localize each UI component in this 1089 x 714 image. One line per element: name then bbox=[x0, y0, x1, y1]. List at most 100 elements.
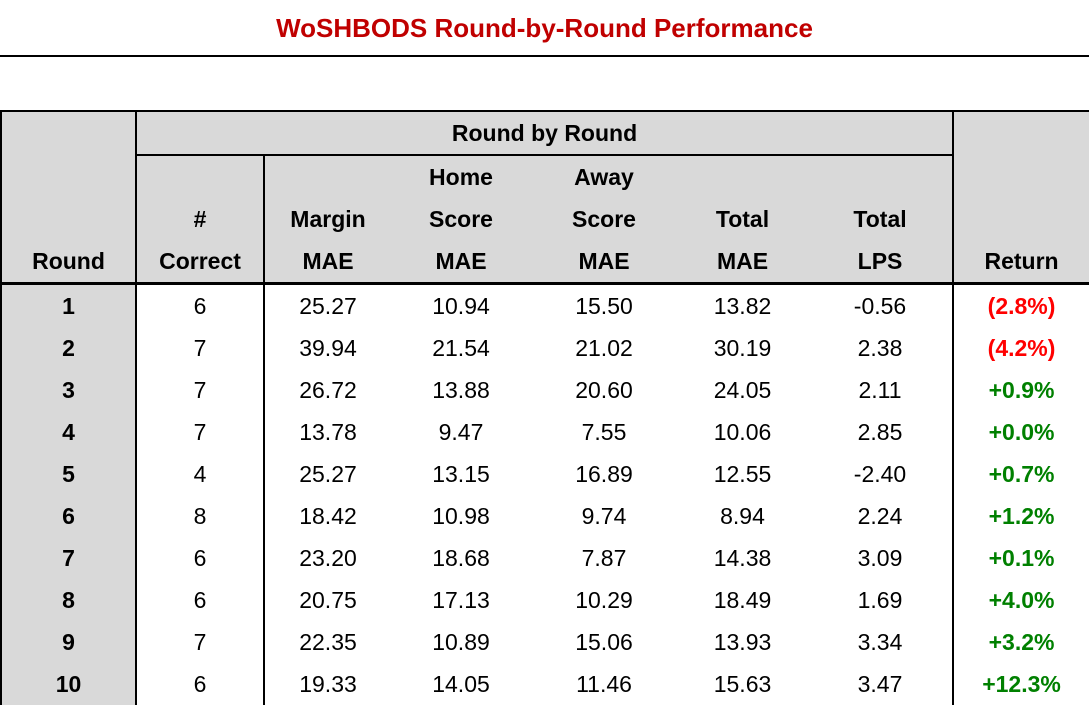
cell-return: +0.9% bbox=[952, 369, 1089, 411]
cell-return: +0.7% bbox=[952, 453, 1089, 495]
cell-total-mae: 30.19 bbox=[677, 327, 808, 369]
cell-away-score-mae: 15.50 bbox=[531, 283, 677, 327]
column-header-total-lps: Total LPS bbox=[808, 155, 954, 285]
cell-return: +12.3% bbox=[952, 663, 1089, 705]
cell-total-lps: 2.24 bbox=[808, 495, 954, 537]
cell-total-lps: 2.11 bbox=[808, 369, 954, 411]
cell-total-lps: 3.09 bbox=[808, 537, 954, 579]
table-row: 2 7 39.94 21.54 21.02 30.19 2.38 (4.2%) bbox=[1, 327, 1089, 369]
column-header-row: # Correct Margin MAE Home Score MAE Away… bbox=[1, 155, 1089, 285]
cell-correct: 4 bbox=[136, 453, 265, 495]
column-header-total-mae: Total MAE bbox=[677, 155, 808, 285]
table-row: 1 6 25.27 10.94 15.50 13.82 -0.56 (2.8%) bbox=[1, 283, 1089, 327]
cell-round: 6 bbox=[1, 495, 137, 537]
column-header-home-score-mae: Home Score MAE bbox=[391, 155, 531, 285]
cell-round: 7 bbox=[1, 537, 137, 579]
cell-round: 2 bbox=[1, 327, 137, 369]
cell-margin-mae: 18.42 bbox=[264, 495, 391, 537]
cell-away-score-mae: 11.46 bbox=[531, 663, 677, 705]
table-row: 7 6 23.20 18.68 7.87 14.38 3.09 +0.1% bbox=[1, 537, 1089, 579]
cell-margin-mae: 25.27 bbox=[264, 283, 391, 327]
cell-home-score-mae: 14.05 bbox=[391, 663, 531, 705]
table-row: 9 7 22.35 10.89 15.06 13.93 3.34 +3.2% bbox=[1, 621, 1089, 663]
cell-round: 8 bbox=[1, 579, 137, 621]
cell-margin-mae: 39.94 bbox=[264, 327, 391, 369]
cell-home-score-mae: 17.13 bbox=[391, 579, 531, 621]
column-header-round: Round bbox=[1, 111, 137, 285]
cell-total-mae: 14.38 bbox=[677, 537, 808, 579]
cell-correct: 6 bbox=[136, 537, 265, 579]
cell-total-mae: 13.82 bbox=[677, 283, 808, 327]
cell-round: 10 bbox=[1, 663, 137, 705]
cell-margin-mae: 13.78 bbox=[264, 411, 391, 453]
cell-total-lps: 3.47 bbox=[808, 663, 954, 705]
cell-total-lps: -0.56 bbox=[808, 283, 954, 327]
cell-total-mae: 8.94 bbox=[677, 495, 808, 537]
cell-return: (2.8%) bbox=[952, 283, 1089, 327]
cell-total-lps: 1.69 bbox=[808, 579, 954, 621]
cell-total-lps: 3.34 bbox=[808, 621, 954, 663]
cell-round: 1 bbox=[1, 283, 137, 327]
cell-away-score-mae: 10.29 bbox=[531, 579, 677, 621]
table-row: 4 7 13.78 9.47 7.55 10.06 2.85 +0.0% bbox=[1, 411, 1089, 453]
cell-correct: 8 bbox=[136, 495, 265, 537]
table-row: 6 8 18.42 10.98 9.74 8.94 2.24 +1.2% bbox=[1, 495, 1089, 537]
cell-round: 5 bbox=[1, 453, 137, 495]
group-header-row: Round Round by Round Return bbox=[1, 111, 1089, 285]
cell-margin-mae: 25.27 bbox=[264, 453, 391, 495]
cell-away-score-mae: 15.06 bbox=[531, 621, 677, 663]
cell-away-score-mae: 9.74 bbox=[531, 495, 677, 537]
cell-return: (4.2%) bbox=[952, 327, 1089, 369]
title-divider bbox=[0, 55, 1089, 57]
cell-home-score-mae: 10.94 bbox=[391, 283, 531, 327]
cell-home-score-mae: 10.89 bbox=[391, 621, 531, 663]
cell-margin-mae: 20.75 bbox=[264, 579, 391, 621]
cell-correct: 6 bbox=[136, 579, 265, 621]
table-row: 10 6 19.33 14.05 11.46 15.63 3.47 +12.3% bbox=[1, 663, 1089, 705]
cell-margin-mae: 22.35 bbox=[264, 621, 391, 663]
cell-away-score-mae: 7.87 bbox=[531, 537, 677, 579]
cell-correct: 7 bbox=[136, 411, 265, 453]
cell-home-score-mae: 21.54 bbox=[391, 327, 531, 369]
cell-total-lps: -2.40 bbox=[808, 453, 954, 495]
cell-round: 9 bbox=[1, 621, 137, 663]
cell-total-mae: 12.55 bbox=[677, 453, 808, 495]
cell-return: +0.1% bbox=[952, 537, 1089, 579]
column-header-margin-mae: Margin MAE bbox=[264, 155, 391, 285]
cell-total-mae: 15.63 bbox=[677, 663, 808, 705]
cell-round: 3 bbox=[1, 369, 137, 411]
cell-correct: 6 bbox=[136, 283, 265, 327]
cell-return: +4.0% bbox=[952, 579, 1089, 621]
cell-margin-mae: 23.20 bbox=[264, 537, 391, 579]
column-header-away-score-mae: Away Score MAE bbox=[531, 155, 677, 285]
table-row: 3 7 26.72 13.88 20.60 24.05 2.11 +0.9% bbox=[1, 369, 1089, 411]
cell-return: +1.2% bbox=[952, 495, 1089, 537]
cell-return: +0.0% bbox=[952, 411, 1089, 453]
cell-correct: 7 bbox=[136, 327, 265, 369]
table-row: 5 4 25.27 13.15 16.89 12.55 -2.40 +0.7% bbox=[1, 453, 1089, 495]
cell-return: +3.2% bbox=[952, 621, 1089, 663]
cell-home-score-mae: 13.88 bbox=[391, 369, 531, 411]
cell-away-score-mae: 7.55 bbox=[531, 411, 677, 453]
table-row: 8 6 20.75 17.13 10.29 18.49 1.69 +4.0% bbox=[1, 579, 1089, 621]
cell-total-lps: 2.85 bbox=[808, 411, 954, 453]
cell-away-score-mae: 20.60 bbox=[531, 369, 677, 411]
cell-total-mae: 10.06 bbox=[677, 411, 808, 453]
cell-margin-mae: 26.72 bbox=[264, 369, 391, 411]
cell-round: 4 bbox=[1, 411, 137, 453]
performance-table: Round Round by Round Return # Correct Ma… bbox=[0, 110, 1089, 705]
cell-total-mae: 18.49 bbox=[677, 579, 808, 621]
cell-home-score-mae: 18.68 bbox=[391, 537, 531, 579]
cell-margin-mae: 19.33 bbox=[264, 663, 391, 705]
cell-away-score-mae: 16.89 bbox=[531, 453, 677, 495]
group-header-round-by-round: Round by Round bbox=[136, 111, 954, 156]
cell-total-lps: 2.38 bbox=[808, 327, 954, 369]
cell-home-score-mae: 10.98 bbox=[391, 495, 531, 537]
column-header-return: Return bbox=[952, 111, 1089, 285]
cell-correct: 7 bbox=[136, 621, 265, 663]
cell-total-mae: 13.93 bbox=[677, 621, 808, 663]
cell-total-mae: 24.05 bbox=[677, 369, 808, 411]
cell-away-score-mae: 21.02 bbox=[531, 327, 677, 369]
cell-home-score-mae: 9.47 bbox=[391, 411, 531, 453]
cell-correct: 6 bbox=[136, 663, 265, 705]
